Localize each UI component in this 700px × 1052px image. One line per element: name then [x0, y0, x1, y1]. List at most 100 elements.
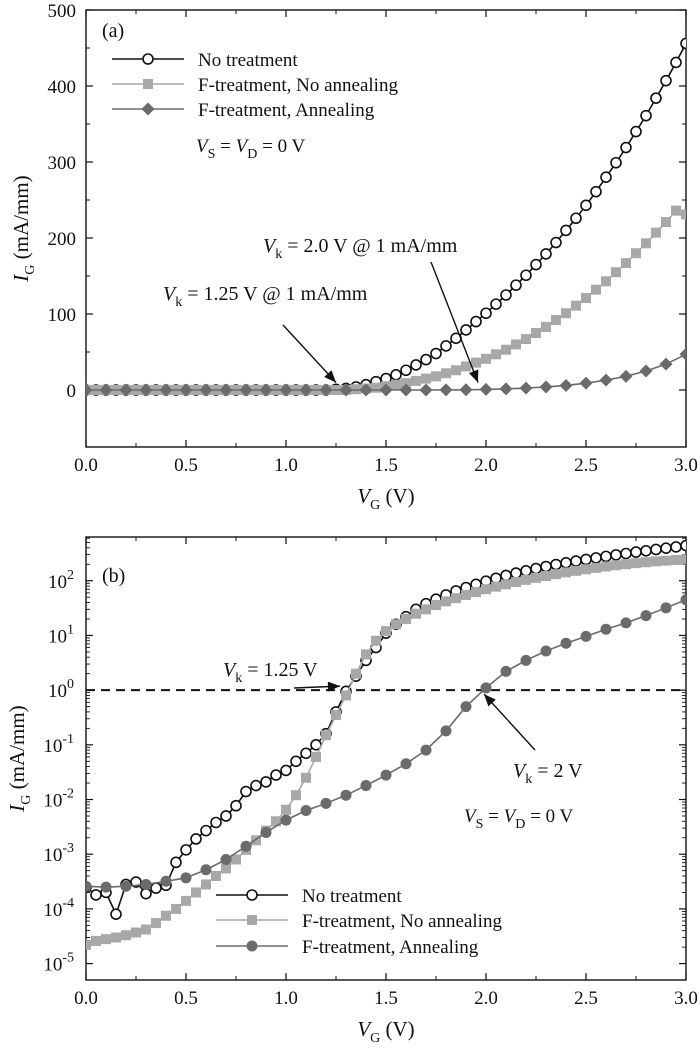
x-tick-label: 1.5	[374, 988, 398, 1009]
marker-open-circle	[220, 810, 232, 822]
marker-square	[371, 635, 381, 646]
marker-square	[101, 934, 111, 945]
marker-filled-circle	[86, 880, 92, 892]
marker-square	[421, 373, 431, 384]
text-span: G	[370, 1031, 380, 1046]
text-span: 10	[43, 900, 62, 921]
marker-open-circle	[640, 544, 652, 557]
marker-open-circle	[660, 74, 672, 87]
text-span: 10	[48, 681, 67, 702]
text-span: V	[236, 136, 250, 157]
x-tick-label: 0.0	[74, 988, 98, 1009]
text-span: V	[357, 484, 372, 508]
annotation-vk-2v: Vk = 2 V	[513, 760, 583, 787]
marker-square	[681, 554, 686, 565]
series-0	[86, 539, 686, 921]
chart-panel-b: 0.0 0.5 1.0 1.5 2.0 2.5 3.010-510-410-310-210-…	[5, 536, 698, 1046]
text-span: S	[208, 147, 216, 162]
marker-square	[521, 334, 531, 345]
marker-square	[611, 560, 621, 571]
arrow-head	[327, 681, 340, 692]
marker-diamond	[199, 383, 213, 397]
marker-open-circle	[250, 779, 262, 792]
y-tick-label: 0	[67, 381, 77, 402]
marker-diamond	[399, 383, 413, 397]
text-span: V	[223, 659, 238, 681]
marker-square	[541, 571, 551, 582]
marker-square	[131, 927, 141, 938]
marker-square	[441, 596, 451, 607]
marker-open-circle	[290, 755, 302, 768]
y-tick-label: 10-1	[43, 732, 74, 757]
marker-filled-circle	[640, 610, 652, 622]
marker-square	[471, 587, 481, 598]
marker-square	[431, 371, 441, 382]
marker-square	[581, 293, 591, 304]
text-span: =	[483, 806, 503, 827]
marker-filled-circle	[400, 758, 412, 770]
annotation-vk-1p25v: Vk = 1.25 V @ 1 mA/mm	[163, 283, 368, 310]
arrow-head	[484, 694, 496, 707]
marker-square	[571, 300, 581, 311]
marker-square	[611, 267, 621, 278]
text-span: V	[263, 235, 278, 257]
x-tick-label: 0.0	[74, 455, 98, 476]
marker-square	[641, 557, 651, 568]
marker-open-circle	[170, 856, 182, 869]
marker-open-circle	[640, 109, 652, 122]
marker-square	[291, 790, 301, 801]
marker-filled-circle	[246, 940, 258, 952]
marker-square	[651, 556, 661, 567]
marker-open-circle	[440, 340, 452, 352]
marker-square	[86, 939, 91, 950]
marker-square	[511, 576, 521, 587]
marker-filled-circle	[180, 872, 192, 884]
marker-open-circle	[580, 199, 592, 212]
marker-filled-circle	[540, 645, 552, 657]
x-tick-label: 1.0	[274, 988, 298, 1009]
series-line	[86, 598, 686, 888]
text-span: G	[23, 265, 38, 275]
y-tick-label: 500	[48, 1, 77, 22]
marker-diamond	[219, 383, 233, 397]
text-span: k	[275, 247, 282, 262]
marker-square	[121, 930, 131, 941]
legend-label: F-treatment, No annealing	[198, 75, 398, 96]
marker-diamond	[339, 383, 353, 397]
marker-square	[281, 804, 291, 815]
marker-square	[351, 668, 361, 679]
plot-area	[86, 37, 686, 397]
marker-square	[441, 368, 451, 379]
x-tick-label: 3.0	[674, 455, 698, 476]
marker-diamond	[659, 357, 673, 371]
text-span: = 2 V	[532, 760, 583, 782]
marker-diamond	[539, 380, 553, 394]
marker-square	[111, 932, 121, 943]
condition-label: VS = VD = 0 V	[464, 806, 573, 832]
text-span: = 1.25 V	[242, 659, 318, 681]
text-span: (mA/mm)	[5, 705, 29, 794]
y-tick-label: 300	[48, 153, 77, 174]
x-axis-label: VG (V)	[357, 484, 414, 513]
x-tick-label: 2.5	[574, 455, 598, 476]
marker-open-circle	[260, 776, 272, 788]
text-span: V	[504, 806, 518, 827]
marker-filled-circle	[560, 637, 572, 649]
text-span: I	[5, 804, 29, 813]
text-span: = 0 V	[525, 806, 573, 827]
marker-diamond	[239, 383, 253, 397]
marker-square	[481, 353, 491, 364]
marker-diamond	[619, 369, 633, 383]
annotation-vk-1p25v: Vk = 1.25 V	[223, 659, 318, 686]
text-span: 10	[48, 572, 67, 593]
marker-open-circle	[520, 269, 532, 282]
y-tick-label: 100	[48, 677, 74, 702]
marker-square	[391, 619, 401, 630]
marker-open-circle	[490, 298, 502, 310]
marker-square	[501, 579, 511, 590]
marker-square	[631, 248, 641, 259]
marker-open-circle	[540, 248, 552, 260]
marker-filled-circle	[140, 878, 152, 890]
marker-open-circle	[280, 764, 292, 777]
